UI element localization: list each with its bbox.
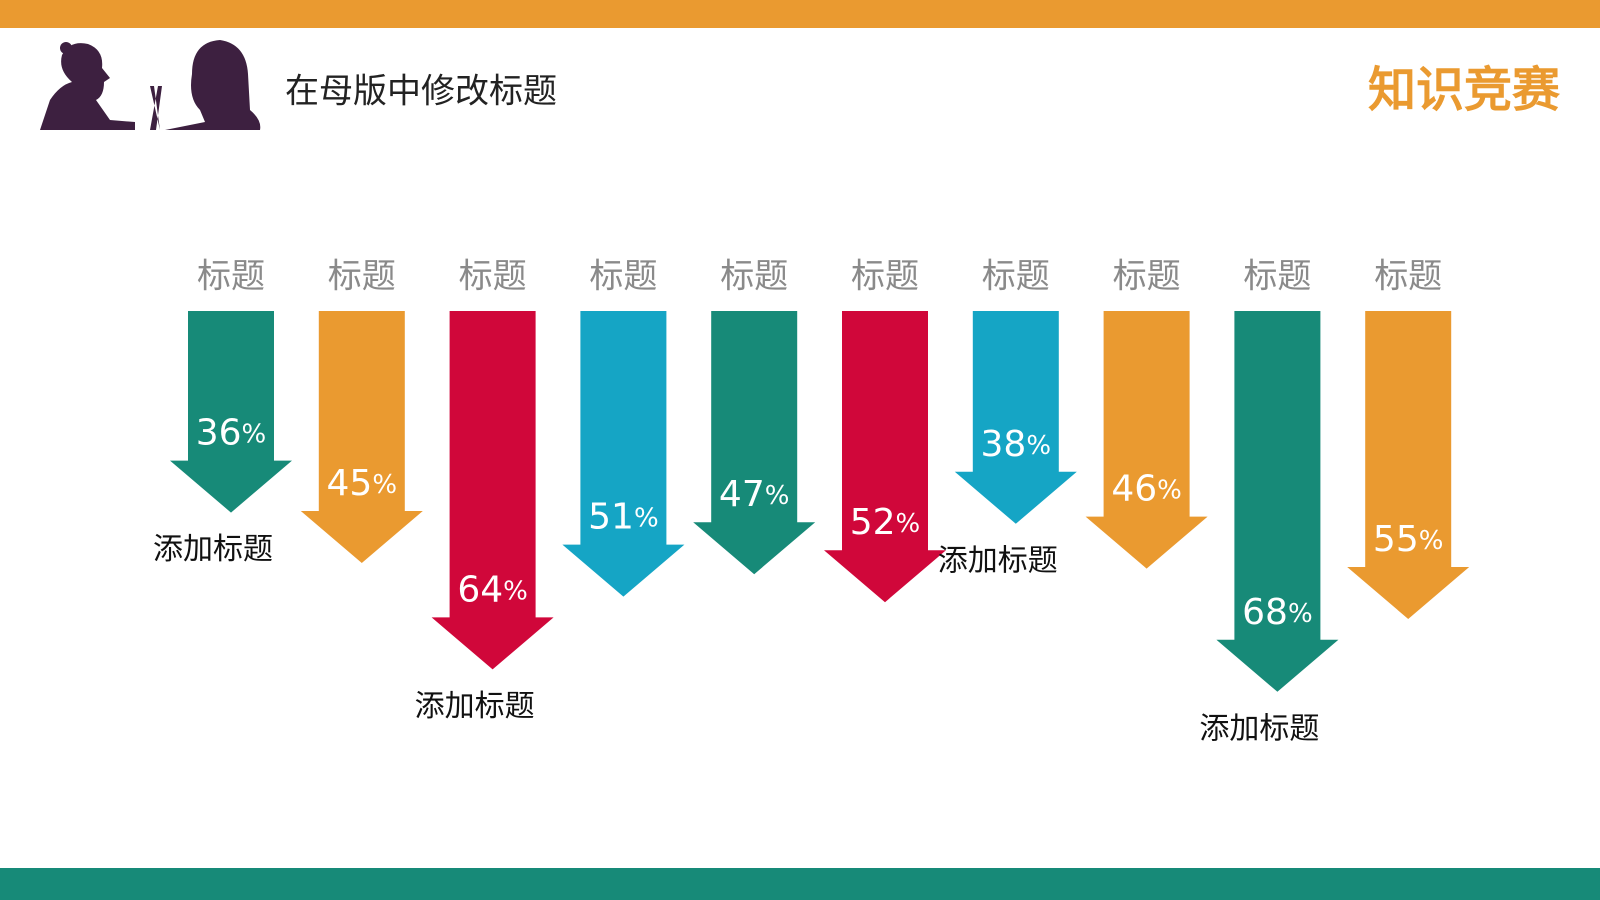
annotation: 添加标题 [938, 543, 1058, 578]
category-label: 标题 [459, 257, 527, 297]
logo: 知识竞赛 [1368, 62, 1561, 118]
value-label: 52% [850, 502, 921, 543]
arrow [824, 311, 946, 603]
category-label: 标题 [197, 257, 265, 297]
top-bar [0, 0, 1600, 28]
arrow [300, 311, 423, 563]
slide-title: 在母版中修改标题 [285, 72, 557, 112]
arrow [1085, 311, 1208, 569]
arrow [1347, 311, 1470, 619]
category-label: 标题 [589, 257, 657, 297]
annotation: 添加标题 [1199, 711, 1319, 746]
category-label: 标题 [1243, 257, 1311, 297]
arrow [1216, 311, 1339, 692]
value-label: 45% [327, 463, 398, 504]
value-label: 68% [1242, 592, 1313, 633]
category-label: 标题 [982, 257, 1050, 297]
category-label: 标题 [328, 257, 396, 297]
bottom-bar [0, 868, 1600, 900]
arrow [562, 311, 685, 597]
arrow [431, 311, 554, 670]
category-label: 标题 [1374, 257, 1442, 297]
silhouettes [40, 40, 261, 130]
category-label: 标题 [1113, 257, 1181, 297]
value-label: 64% [457, 569, 528, 610]
arrow [693, 311, 816, 575]
arrow-chart: 标题 36% 添加标题 标题 45% 标题 64% 添加标题 标题 51% 标题 47% 标题 52% 标题… [153, 257, 1470, 746]
value-label: 55% [1373, 519, 1444, 560]
annotation: 添加标题 [415, 689, 535, 724]
category-label: 标题 [851, 257, 919, 297]
arrow [170, 311, 292, 513]
arrow [954, 311, 1077, 524]
value-label: 47% [719, 474, 790, 515]
annotation: 添加标题 [153, 532, 273, 567]
category-label: 标题 [720, 257, 788, 297]
value-label: 38% [981, 424, 1052, 465]
value-label: 46% [1111, 469, 1182, 510]
value-label: 51% [588, 497, 659, 538]
value-label: 36% [196, 413, 267, 454]
